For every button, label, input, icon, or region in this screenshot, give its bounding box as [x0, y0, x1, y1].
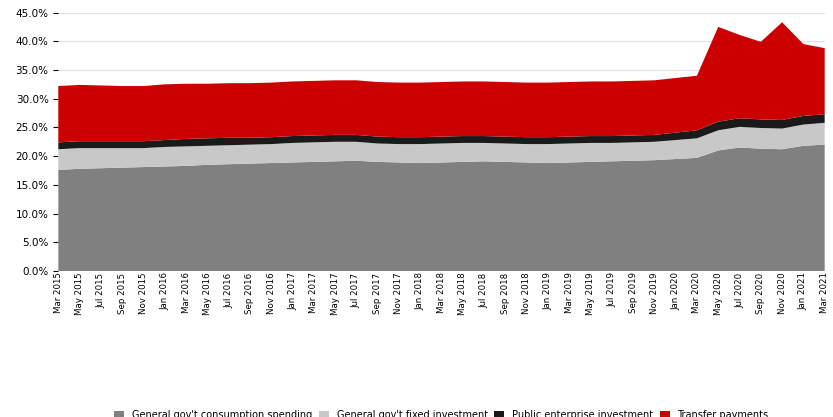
Legend: General gov't consumption spending, General gov't fixed investment, Public enter: General gov't consumption spending, Gene… — [114, 410, 769, 417]
